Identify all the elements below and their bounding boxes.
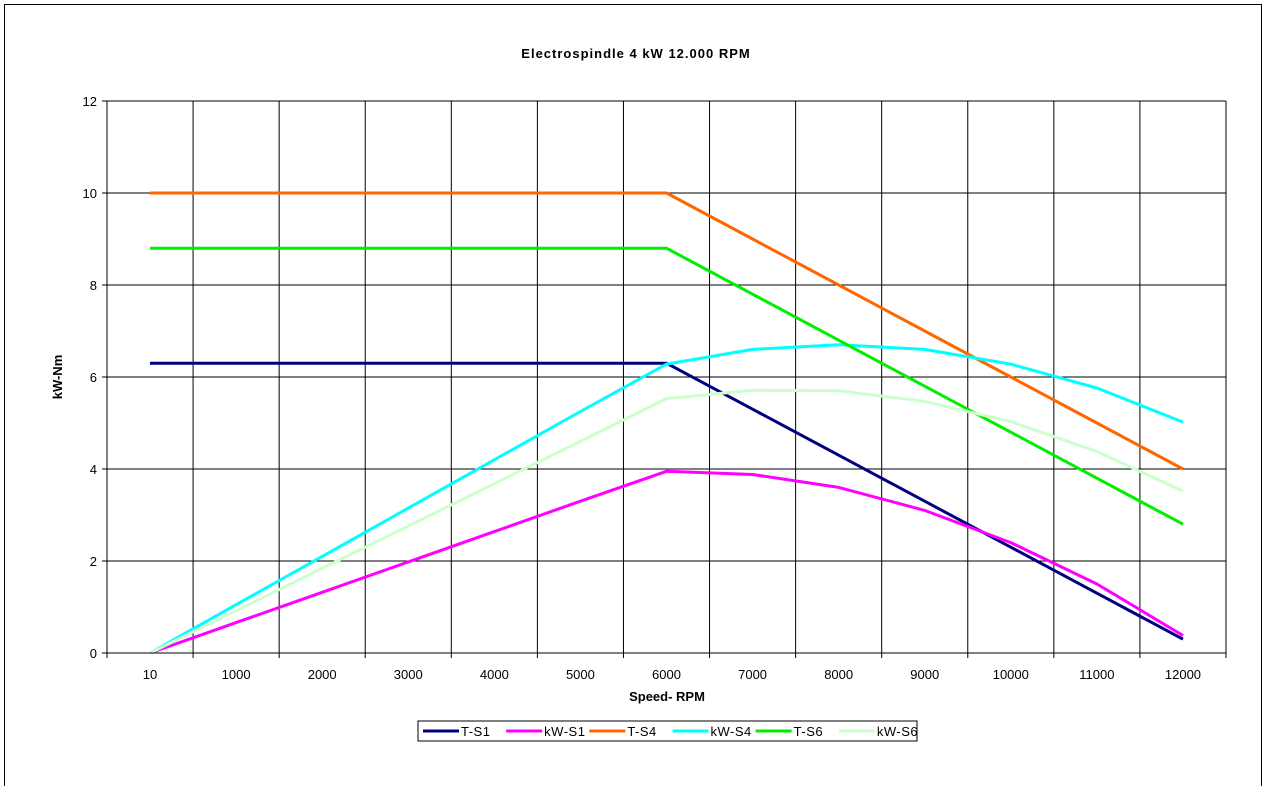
- x-tick-label: 6000: [652, 667, 681, 682]
- y-tick-labels: 0 2 4 6 8 10 12: [83, 94, 97, 661]
- series-line-kw-s6: [149, 388, 1184, 655]
- x-tick-label: 2000: [308, 667, 337, 682]
- axes: [102, 100, 1227, 658]
- y-tick-label: 4: [90, 462, 97, 477]
- series-line-kw-s1: [149, 469, 1184, 655]
- series-line-t-s4: [150, 191, 1184, 471]
- legend-label-t-s6: T-S6: [794, 724, 823, 739]
- x-tick-label: 11000: [1079, 667, 1114, 682]
- x-tick-label: 10: [143, 667, 157, 682]
- series-line-t-s6: [150, 246, 1184, 526]
- x-tick-label: 8000: [824, 667, 853, 682]
- y-tick-label: 0: [90, 646, 97, 661]
- y-tick-label: 10: [83, 186, 97, 201]
- y-axis-title: kW-Nm: [50, 355, 65, 400]
- chart-frame: [4, 4, 1262, 786]
- x-axis-title: Speed- RPM: [629, 689, 705, 704]
- series-line-kw-s4: [149, 343, 1184, 655]
- x-tick-labels: 10 1000 2000 3000 4000 5000 6000 7000 8000 9000 10…: [143, 667, 1201, 682]
- x-tick-label: 5000: [566, 667, 595, 682]
- chart-title: Electrospindle 4 kW 12.000 RPM: [521, 46, 750, 61]
- x-tick-label: 10000: [993, 667, 1029, 682]
- x-tick-label: 7000: [738, 667, 767, 682]
- series-lines: [149, 191, 1184, 655]
- legend-label-kw-s4: kW-S4: [711, 724, 752, 739]
- y-tick-label: 8: [90, 278, 97, 293]
- y-tick-label: 2: [90, 554, 97, 569]
- legend-label-kw-s1: kW-S1: [544, 724, 585, 739]
- legend-label-t-s4: T-S4: [627, 724, 656, 739]
- y-tick-label: 6: [90, 370, 97, 385]
- legend-box: [417, 720, 918, 742]
- x-tick-label: 4000: [480, 667, 509, 682]
- x-tick-label: 1000: [222, 667, 251, 682]
- legend-label-kw-s6: kW-S6: [877, 724, 918, 739]
- y-tick-label: 12: [83, 94, 97, 109]
- x-tick-label: 3000: [394, 667, 423, 682]
- legend: T-S1 kW-S1 T-S4 kW-S4 T-S6 kW-S6: [417, 720, 918, 742]
- legend-label-t-s1: T-S1: [461, 724, 490, 739]
- x-tick-label: 12000: [1165, 667, 1201, 682]
- x-tick-label: 9000: [910, 667, 939, 682]
